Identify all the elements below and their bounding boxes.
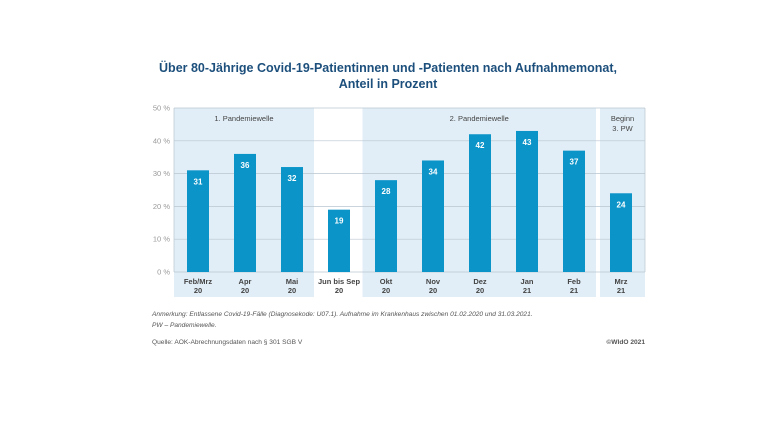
bar-value-label: 32 [288,174,297,183]
source: Quelle: AOK-Abrechnungsdaten nach § 301 … [152,339,303,346]
bar-value-label: 34 [429,167,438,176]
bar-value-label: 42 [476,141,485,150]
x-tick-label: Nov [426,277,441,286]
x-tick-label: 20 [382,286,390,295]
y-tick-label: 20 % [153,202,170,211]
y-tick-label: 30 % [153,169,170,178]
x-tick-label: Mrz [615,277,628,286]
note-line-2: PW – Pandemiewelle. [152,322,217,329]
y-tick-label: 50 % [153,104,170,113]
bar [516,130,538,272]
x-tick-label: Apr [239,277,252,286]
bar-value-label: 36 [241,161,250,170]
bar-value-label: 31 [194,177,203,186]
x-tick-label: 21 [570,286,578,295]
y-tick-label: 0 % [157,268,170,277]
wave-band-label: 3. PW [612,124,633,133]
bar [281,167,303,272]
wave-band-label: 2. Pandemiewelle [450,114,509,123]
bar [187,170,209,272]
x-tick-label: 20 [476,286,484,295]
bar [328,209,350,272]
x-tick-label: Feb/Mrz [184,277,213,286]
bar [422,160,444,272]
x-tick-label: 21 [523,286,531,295]
x-tick-label: Mai [286,277,299,286]
y-tick-label: 10 % [153,235,170,244]
x-tick-label: 20 [194,286,202,295]
bar-value-label: 43 [523,138,532,147]
x-tick-label: 21 [617,286,625,295]
bar-value-label: 28 [382,187,391,196]
x-tick-label: Jun bis Sep [318,277,361,286]
bar [234,153,256,272]
x-tick-label: Jan [521,277,534,286]
chart-subtitle: Anteil in Prozent [339,77,438,91]
chart-title: Über 80-Jährige Covid-19-Patientinnen un… [159,60,617,75]
bar-value-label: 37 [570,158,579,167]
bar [469,134,491,272]
bar-value-label: 24 [617,200,626,209]
x-tick-label: 20 [335,286,343,295]
x-tick-label: 20 [429,286,437,295]
wave-band-label: Beginn [611,114,634,123]
x-tick-label: Dez [473,277,487,286]
wave-band-label: 1. Pandemiewelle [214,114,273,123]
copyright: ©WIdO 2021 [606,338,645,346]
bar [610,193,632,272]
bar-value-label: 19 [335,217,344,226]
x-tick-label: Feb [567,277,581,286]
bar [563,150,585,272]
y-tick-label: 40 % [153,136,170,145]
x-tick-label: 20 [241,286,249,295]
x-tick-label: 20 [288,286,296,295]
note-line-1: Anmerkung: Entlassene Covid-19-Fälle (Di… [151,311,533,318]
bar [375,180,397,272]
x-tick-label: Okt [380,277,393,286]
